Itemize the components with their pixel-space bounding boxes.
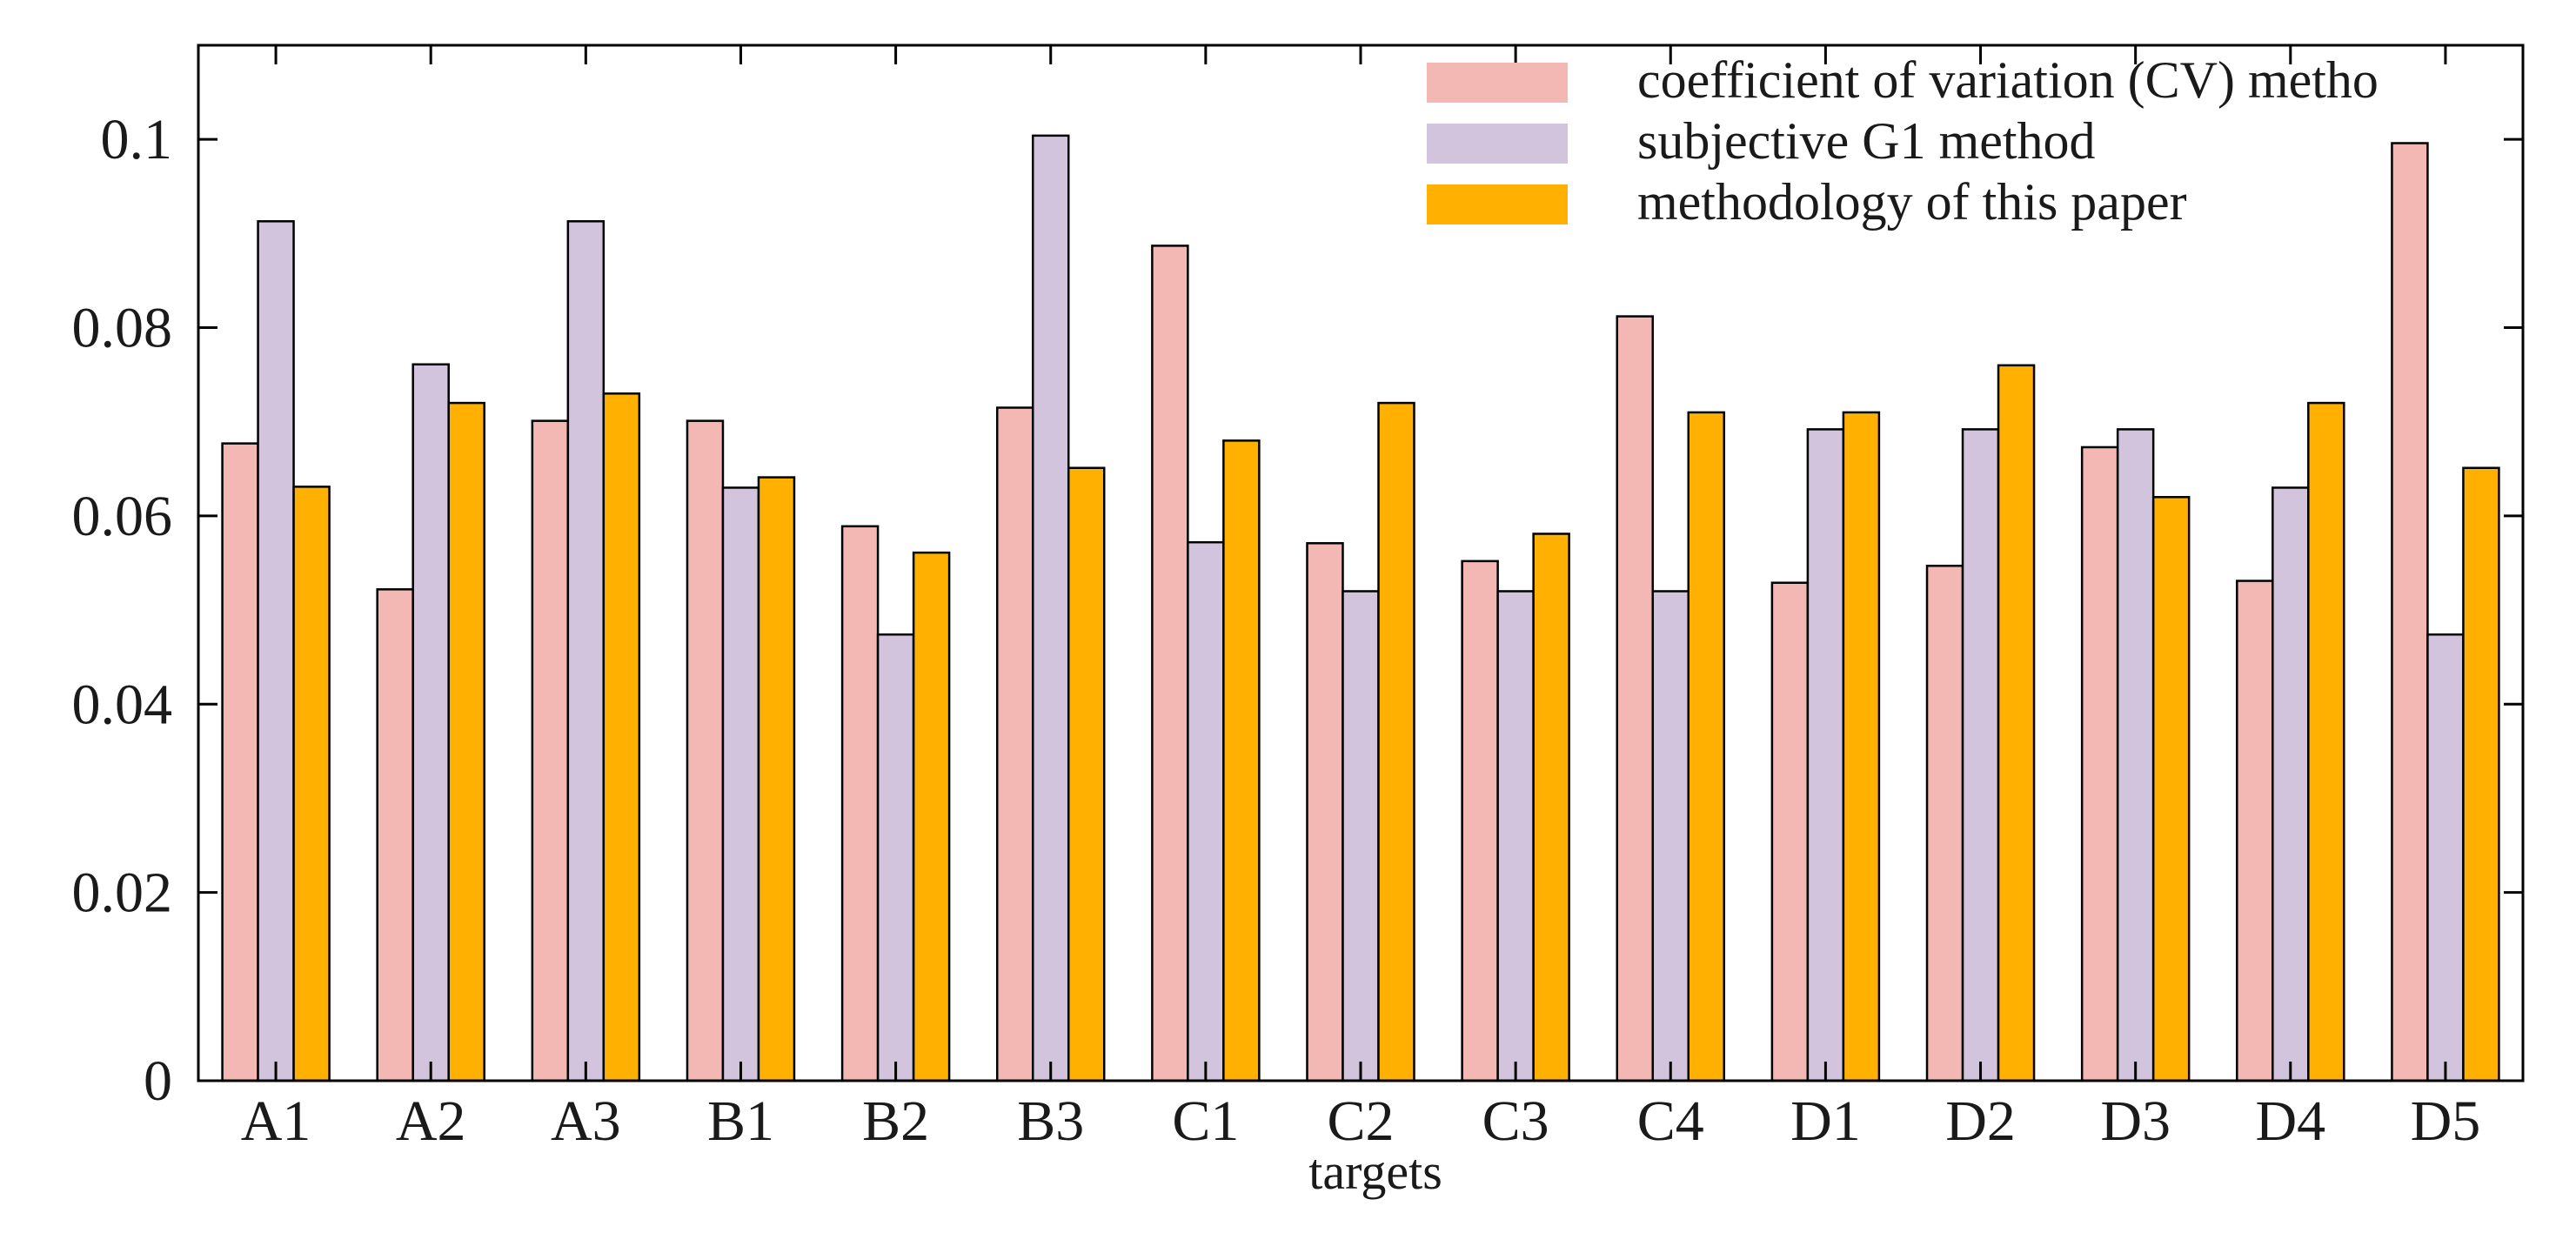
x-axis-title: targets: [1308, 1143, 1442, 1200]
y-tick-label: 0.02: [72, 861, 173, 925]
bar-B1-series-1: [686, 419, 725, 1082]
bar-A3-series-3: [602, 392, 641, 1082]
bar-D4-series-2: [2272, 486, 2310, 1082]
bar-D3-series-3: [2151, 496, 2191, 1082]
bar-B2-series-1: [840, 525, 880, 1082]
x-tick-label: D1: [1790, 1089, 1861, 1153]
bar-A1-series-1: [221, 442, 259, 1082]
x-tick-label: C3: [1482, 1089, 1549, 1153]
bar-B1-series-3: [757, 476, 796, 1082]
x-tick-label: B2: [862, 1089, 929, 1153]
bar-D1-series-2: [1806, 428, 1845, 1082]
bar-D2-series-1: [1925, 564, 1964, 1082]
bar-D5-series-3: [2462, 466, 2500, 1082]
x-tick-label: C2: [1327, 1089, 1394, 1153]
bar-A3-series-1: [531, 419, 570, 1082]
bar-D5-series-1: [2391, 142, 2429, 1082]
bar-C1-series-3: [1222, 439, 1261, 1082]
y-tick-label: 0.1: [101, 108, 173, 171]
bar-B3-series-2: [1031, 134, 1070, 1082]
legend-swatch-3: [1427, 184, 1568, 224]
bar-C2-series-2: [1342, 590, 1380, 1082]
bar-C1-series-1: [1151, 245, 1189, 1082]
bar-A1-series-2: [257, 220, 295, 1082]
bar-D4-series-3: [2307, 401, 2345, 1082]
legend-swatch-2: [1427, 124, 1568, 164]
bar-C3-series-1: [1461, 560, 1499, 1082]
bar-C1-series-2: [1187, 540, 1225, 1082]
bar-C4-series-2: [1651, 590, 1690, 1082]
x-tick-label: B3: [1017, 1089, 1084, 1153]
bar-D1-series-3: [1842, 411, 1881, 1082]
bar-A2-series-1: [376, 588, 414, 1082]
axes-layer: 0 0.02 0.04 0.06 0.08 0.1 A1 A2 A3 B1 B2 B3 C1 C2 C3 C4…: [72, 45, 2523, 1153]
x-tick-label: D3: [2100, 1089, 2171, 1153]
bar-D4-series-1: [2236, 580, 2274, 1082]
bar-D3-series-1: [2080, 446, 2119, 1082]
plot-frame: [197, 44, 2525, 1082]
bar-C3-series-2: [1496, 590, 1535, 1082]
x-tick-label: D2: [1945, 1089, 2016, 1153]
x-tick-label: D5: [2411, 1089, 2481, 1153]
bar-D2-series-2: [1961, 428, 2000, 1082]
bar-A2-series-3: [447, 401, 485, 1082]
bar-C4-series-3: [1687, 411, 1726, 1082]
x-tick-label: C1: [1172, 1089, 1239, 1153]
legend-label-3: methodology of this paper: [1637, 173, 2187, 231]
bar-D3-series-2: [2116, 428, 2155, 1082]
x-tick-label: D4: [2255, 1089, 2325, 1153]
bar-B3-series-1: [995, 406, 1034, 1082]
legend-label-2: subjective G1 method: [1637, 112, 2096, 170]
bar-A3-series-2: [566, 220, 606, 1082]
bar-A1-series-3: [292, 486, 331, 1082]
y-tick-label: 0: [144, 1049, 172, 1113]
bar-D2-series-3: [1997, 364, 2036, 1082]
x-tick-label: A3: [551, 1089, 621, 1153]
bar-B3-series-3: [1067, 466, 1106, 1082]
bar-C2-series-3: [1377, 401, 1415, 1082]
bar-B2-series-3: [912, 551, 951, 1082]
x-tick-label: A1: [241, 1089, 311, 1153]
x-tick-label: C4: [1637, 1089, 1704, 1153]
bar-D1-series-1: [1770, 581, 1810, 1082]
y-tick-label: 0.06: [72, 485, 173, 548]
y-tick-label: 0.04: [72, 673, 173, 736]
legend: coefficient of variation (CV) methosubje…: [1427, 51, 2379, 231]
bar-B1-series-2: [721, 486, 760, 1082]
bar-C3-series-3: [1532, 533, 1570, 1082]
bar-C2-series-1: [1306, 542, 1344, 1082]
y-tick-label: 0.08: [72, 297, 173, 360]
bars-layer: [221, 134, 2500, 1082]
legend-swatch-1: [1427, 63, 1568, 103]
legend-label-1: coefficient of variation (CV) metho: [1637, 51, 2379, 109]
bar-C4-series-1: [1616, 315, 1655, 1082]
bar-A2-series-2: [411, 363, 450, 1082]
x-tick-label: B1: [707, 1089, 774, 1153]
bar-D5-series-2: [2426, 633, 2465, 1082]
bar-B2-series-2: [876, 633, 915, 1082]
x-tick-label: A2: [396, 1089, 466, 1153]
